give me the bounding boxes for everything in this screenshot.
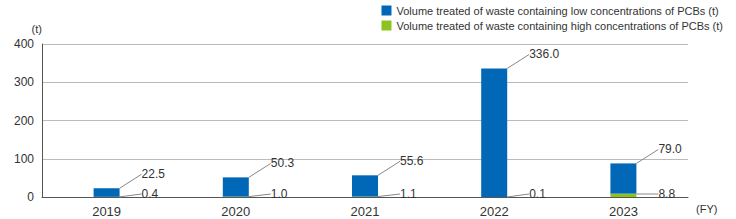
- svg-text:300: 300: [14, 75, 34, 89]
- svg-text:2020: 2020: [221, 204, 250, 219]
- svg-text:200: 200: [14, 114, 34, 128]
- svg-text:400: 400: [14, 37, 34, 51]
- svg-text:22.5: 22.5: [142, 167, 166, 181]
- svg-text:(t): (t): [32, 23, 42, 35]
- svg-text:Volume treated of waste contai: Volume treated of waste containing low c…: [396, 5, 718, 17]
- svg-text:55.6: 55.6: [400, 154, 424, 168]
- svg-text:Volume treated of waste contai: Volume treated of waste containing high …: [396, 20, 723, 32]
- svg-text:(FY): (FY): [696, 203, 717, 215]
- svg-text:0.1: 0.1: [529, 187, 546, 201]
- svg-text:2023: 2023: [609, 204, 638, 219]
- svg-text:79.0: 79.0: [658, 142, 682, 156]
- svg-text:50.3: 50.3: [271, 156, 295, 170]
- svg-text:336.0: 336.0: [529, 47, 559, 61]
- svg-text:8.8: 8.8: [658, 187, 675, 201]
- svg-text:2021: 2021: [351, 204, 380, 219]
- svg-text:100: 100: [14, 152, 34, 166]
- svg-text:0: 0: [27, 190, 34, 204]
- svg-text:2019: 2019: [92, 204, 121, 219]
- svg-text:0.4: 0.4: [142, 187, 159, 201]
- svg-text:1.0: 1.0: [271, 187, 288, 201]
- svg-text:1.1: 1.1: [400, 187, 417, 201]
- svg-text:2022: 2022: [480, 204, 509, 219]
